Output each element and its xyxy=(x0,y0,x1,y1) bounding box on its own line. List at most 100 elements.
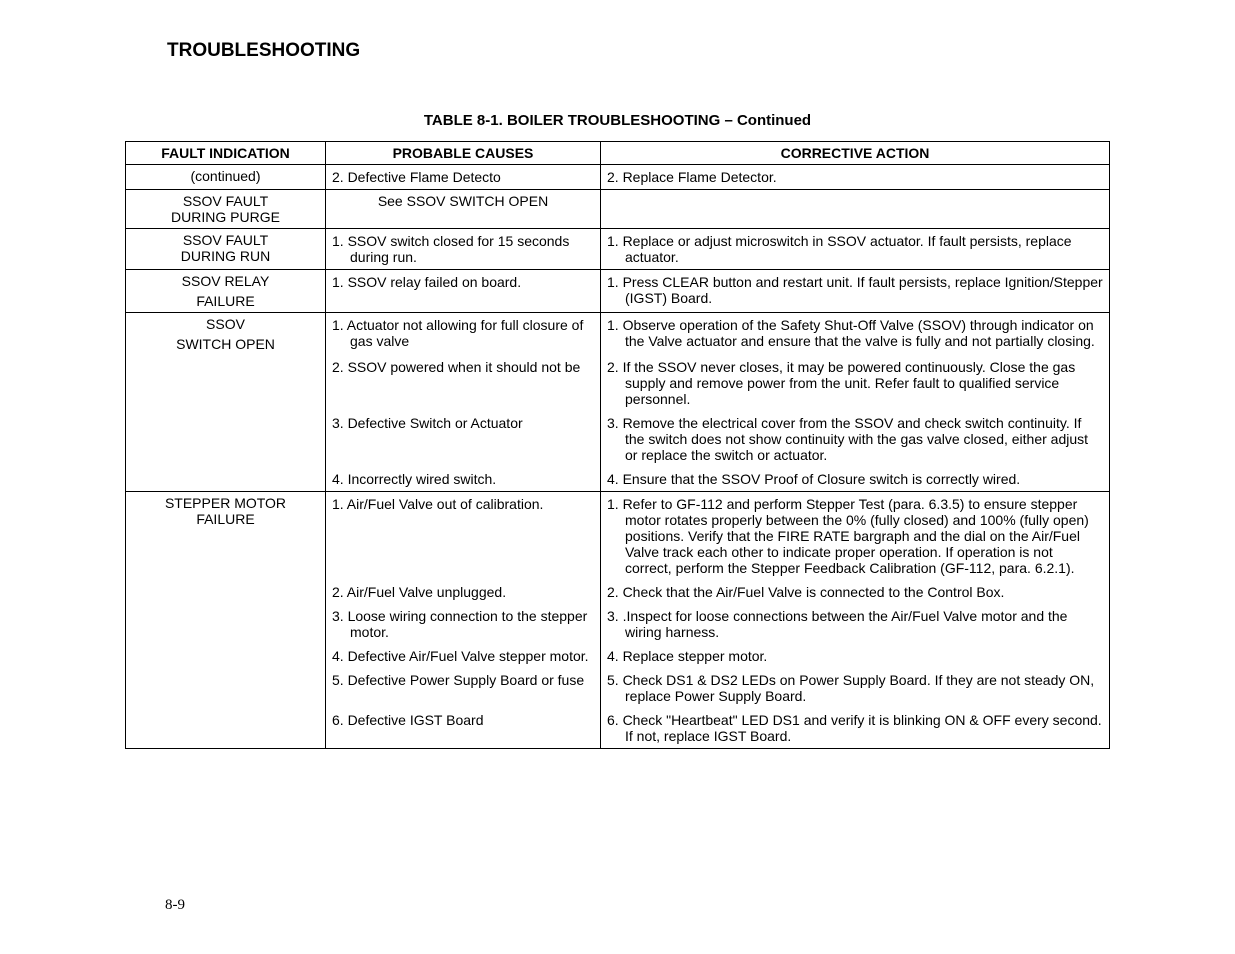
cause-text: 1. SSOV relay failed on board. xyxy=(332,274,594,290)
action-text: 4. Ensure that the SSOV Proof of Closure… xyxy=(607,471,1103,487)
table-header-row: FAULT INDICATION PROBABLE CAUSES CORRECT… xyxy=(126,142,1110,165)
cause-cell: 1. SSOV relay failed on board. xyxy=(326,270,601,313)
fault-label-line: STEPPER MOTOR xyxy=(132,495,319,511)
table-title: TABLE 8-1. BOILER TROUBLESHOOTING – Cont… xyxy=(125,112,1110,129)
table-row: 2. SSOV powered when it should not be 2.… xyxy=(126,355,1110,411)
fault-cell-empty xyxy=(126,355,326,411)
cause-text: 2. Defective Flame Detecto xyxy=(332,169,594,185)
action-text: 1. Replace or adjust microswitch in SSOV… xyxy=(607,233,1103,265)
cause-text: 5. Defective Power Supply Board or fuse xyxy=(332,672,594,688)
cause-text: 2. Air/Fuel Valve unplugged. xyxy=(332,584,594,600)
table-row: SSOV RELAY FAILURE 1. SSOV relay failed … xyxy=(126,270,1110,313)
col-fault-header: FAULT INDICATION xyxy=(126,142,326,165)
cause-text: 1. SSOV switch closed for 15 seconds dur… xyxy=(332,233,594,265)
fault-label-line: DURING RUN xyxy=(132,248,319,264)
cause-cell: See SSOV SWITCH OPEN xyxy=(326,190,601,229)
fault-cell-empty xyxy=(126,708,326,749)
fault-cell-empty xyxy=(126,580,326,604)
fault-cell-empty xyxy=(126,644,326,668)
fault-cell: (continued) xyxy=(126,165,326,190)
col-action-header: CORRECTIVE ACTION xyxy=(601,142,1110,165)
action-cell: 2. If the SSOV never closes, it may be p… xyxy=(601,355,1110,411)
action-text: 3. Remove the electrical cover from the … xyxy=(607,415,1103,463)
cause-cell: 5. Defective Power Supply Board or fuse xyxy=(326,668,601,708)
action-text: 1. Refer to GF-112 and perform Stepper T… xyxy=(607,496,1103,576)
table-row: 3. Loose wiring connection to the steppe… xyxy=(126,604,1110,644)
table-row: 5. Defective Power Supply Board or fuse … xyxy=(126,668,1110,708)
table-row: 6. Defective IGST Board 6. Check "Heartb… xyxy=(126,708,1110,749)
cause-text: 6. Defective IGST Board xyxy=(332,712,594,728)
fault-cell: STEPPER MOTOR FAILURE xyxy=(126,492,326,581)
action-text: 2. If the SSOV never closes, it may be p… xyxy=(607,359,1103,407)
fault-label-line: FAILURE xyxy=(132,293,319,309)
cause-text: 4. Defective Air/Fuel Valve stepper moto… xyxy=(332,648,594,664)
action-text: 1. Observe operation of the Safety Shut-… xyxy=(607,317,1103,349)
fault-cell: SSOV SWITCH OPEN xyxy=(126,313,326,356)
fault-label-line: SSOV RELAY xyxy=(132,273,319,289)
fault-label-line: SSOV FAULT xyxy=(132,193,319,209)
cause-text: 2. SSOV powered when it should not be xyxy=(332,359,594,375)
action-cell: 1. Replace or adjust microswitch in SSOV… xyxy=(601,229,1110,270)
table-row: SSOV FAULT DURING PURGE See SSOV SWITCH … xyxy=(126,190,1110,229)
cause-cell: 6. Defective IGST Board xyxy=(326,708,601,749)
action-cell: 3. .Inspect for loose connections betwee… xyxy=(601,604,1110,644)
action-cell: 1. Refer to GF-112 and perform Stepper T… xyxy=(601,492,1110,581)
action-cell: 6. Check "Heartbeat" LED DS1 and verify … xyxy=(601,708,1110,749)
cause-cell: 1. Actuator not allowing for full closur… xyxy=(326,313,601,356)
fault-cell-empty xyxy=(126,668,326,708)
cause-text: 3. Defective Switch or Actuator xyxy=(332,415,594,431)
action-text: 2. Check that the Air/Fuel Valve is conn… xyxy=(607,584,1103,600)
table-row: 4. Defective Air/Fuel Valve stepper moto… xyxy=(126,644,1110,668)
cause-cell: 2. SSOV powered when it should not be xyxy=(326,355,601,411)
action-cell: 3. Remove the electrical cover from the … xyxy=(601,411,1110,467)
action-cell xyxy=(601,190,1110,229)
cause-text: 4. Incorrectly wired switch. xyxy=(332,471,594,487)
cause-cell: 3. Defective Switch or Actuator xyxy=(326,411,601,467)
table-row: SSOV SWITCH OPEN 1. Actuator not allowin… xyxy=(126,313,1110,356)
fault-label-line: SWITCH OPEN xyxy=(132,336,319,352)
fault-cell: SSOV FAULT DURING PURGE xyxy=(126,190,326,229)
fault-label-line: SSOV FAULT xyxy=(132,232,319,248)
action-text: 1. Press CLEAR button and restart unit. … xyxy=(607,274,1103,306)
action-cell: 2. Replace Flame Detector. xyxy=(601,165,1110,190)
fault-label-line: SSOV xyxy=(132,316,319,332)
cause-text: 1. Actuator not allowing for full closur… xyxy=(332,317,594,349)
cause-text: 1. Air/Fuel Valve out of calibration. xyxy=(332,496,594,512)
action-text: 6. Check "Heartbeat" LED DS1 and verify … xyxy=(607,712,1103,744)
cause-cell: 4. Defective Air/Fuel Valve stepper moto… xyxy=(326,644,601,668)
cause-cell: 2. Air/Fuel Valve unplugged. xyxy=(326,580,601,604)
table-row: STEPPER MOTOR FAILURE 1. Air/Fuel Valve … xyxy=(126,492,1110,581)
troubleshooting-table: FAULT INDICATION PROBABLE CAUSES CORRECT… xyxy=(125,141,1110,749)
table-row: 2. Air/Fuel Valve unplugged. 2. Check th… xyxy=(126,580,1110,604)
action-cell: 1. Observe operation of the Safety Shut-… xyxy=(601,313,1110,356)
fault-cell-empty xyxy=(126,467,326,492)
action-cell: 4. Ensure that the SSOV Proof of Closure… xyxy=(601,467,1110,492)
action-cell: 1. Press CLEAR button and restart unit. … xyxy=(601,270,1110,313)
cause-cell: 3. Loose wiring connection to the steppe… xyxy=(326,604,601,644)
action-cell: 2. Check that the Air/Fuel Valve is conn… xyxy=(601,580,1110,604)
action-text: 3. .Inspect for loose connections betwee… xyxy=(607,608,1103,640)
action-cell: 5. Check DS1 & DS2 LEDs on Power Supply … xyxy=(601,668,1110,708)
fault-cell-empty xyxy=(126,411,326,467)
fault-label-line: FAILURE xyxy=(132,511,319,527)
section-heading: TROUBLESHOOTING xyxy=(167,40,1110,62)
cause-cell: 4. Incorrectly wired switch. xyxy=(326,467,601,492)
table-row: 3. Defective Switch or Actuator 3. Remov… xyxy=(126,411,1110,467)
action-text: 2. Replace Flame Detector. xyxy=(607,169,1103,185)
fault-cell: SSOV RELAY FAILURE xyxy=(126,270,326,313)
action-cell: 4. Replace stepper motor. xyxy=(601,644,1110,668)
table-row: SSOV FAULT DURING RUN 1. SSOV switch clo… xyxy=(126,229,1110,270)
action-text: 5. Check DS1 & DS2 LEDs on Power Supply … xyxy=(607,672,1103,704)
cause-text: See SSOV SWITCH OPEN xyxy=(332,193,594,209)
cause-cell: 1. Air/Fuel Valve out of calibration. xyxy=(326,492,601,581)
cause-cell: 2. Defective Flame Detecto xyxy=(326,165,601,190)
fault-cell-empty xyxy=(126,604,326,644)
table-row: (continued) 2. Defective Flame Detecto 2… xyxy=(126,165,1110,190)
table-row: 4. Incorrectly wired switch. 4. Ensure t… xyxy=(126,467,1110,492)
fault-label-line: DURING PURGE xyxy=(132,209,319,225)
col-cause-header: PROBABLE CAUSES xyxy=(326,142,601,165)
fault-cell: SSOV FAULT DURING RUN xyxy=(126,229,326,270)
page-number: 8-9 xyxy=(165,897,185,914)
action-text: 4. Replace stepper motor. xyxy=(607,648,1103,664)
cause-text: 3. Loose wiring connection to the steppe… xyxy=(332,608,594,640)
